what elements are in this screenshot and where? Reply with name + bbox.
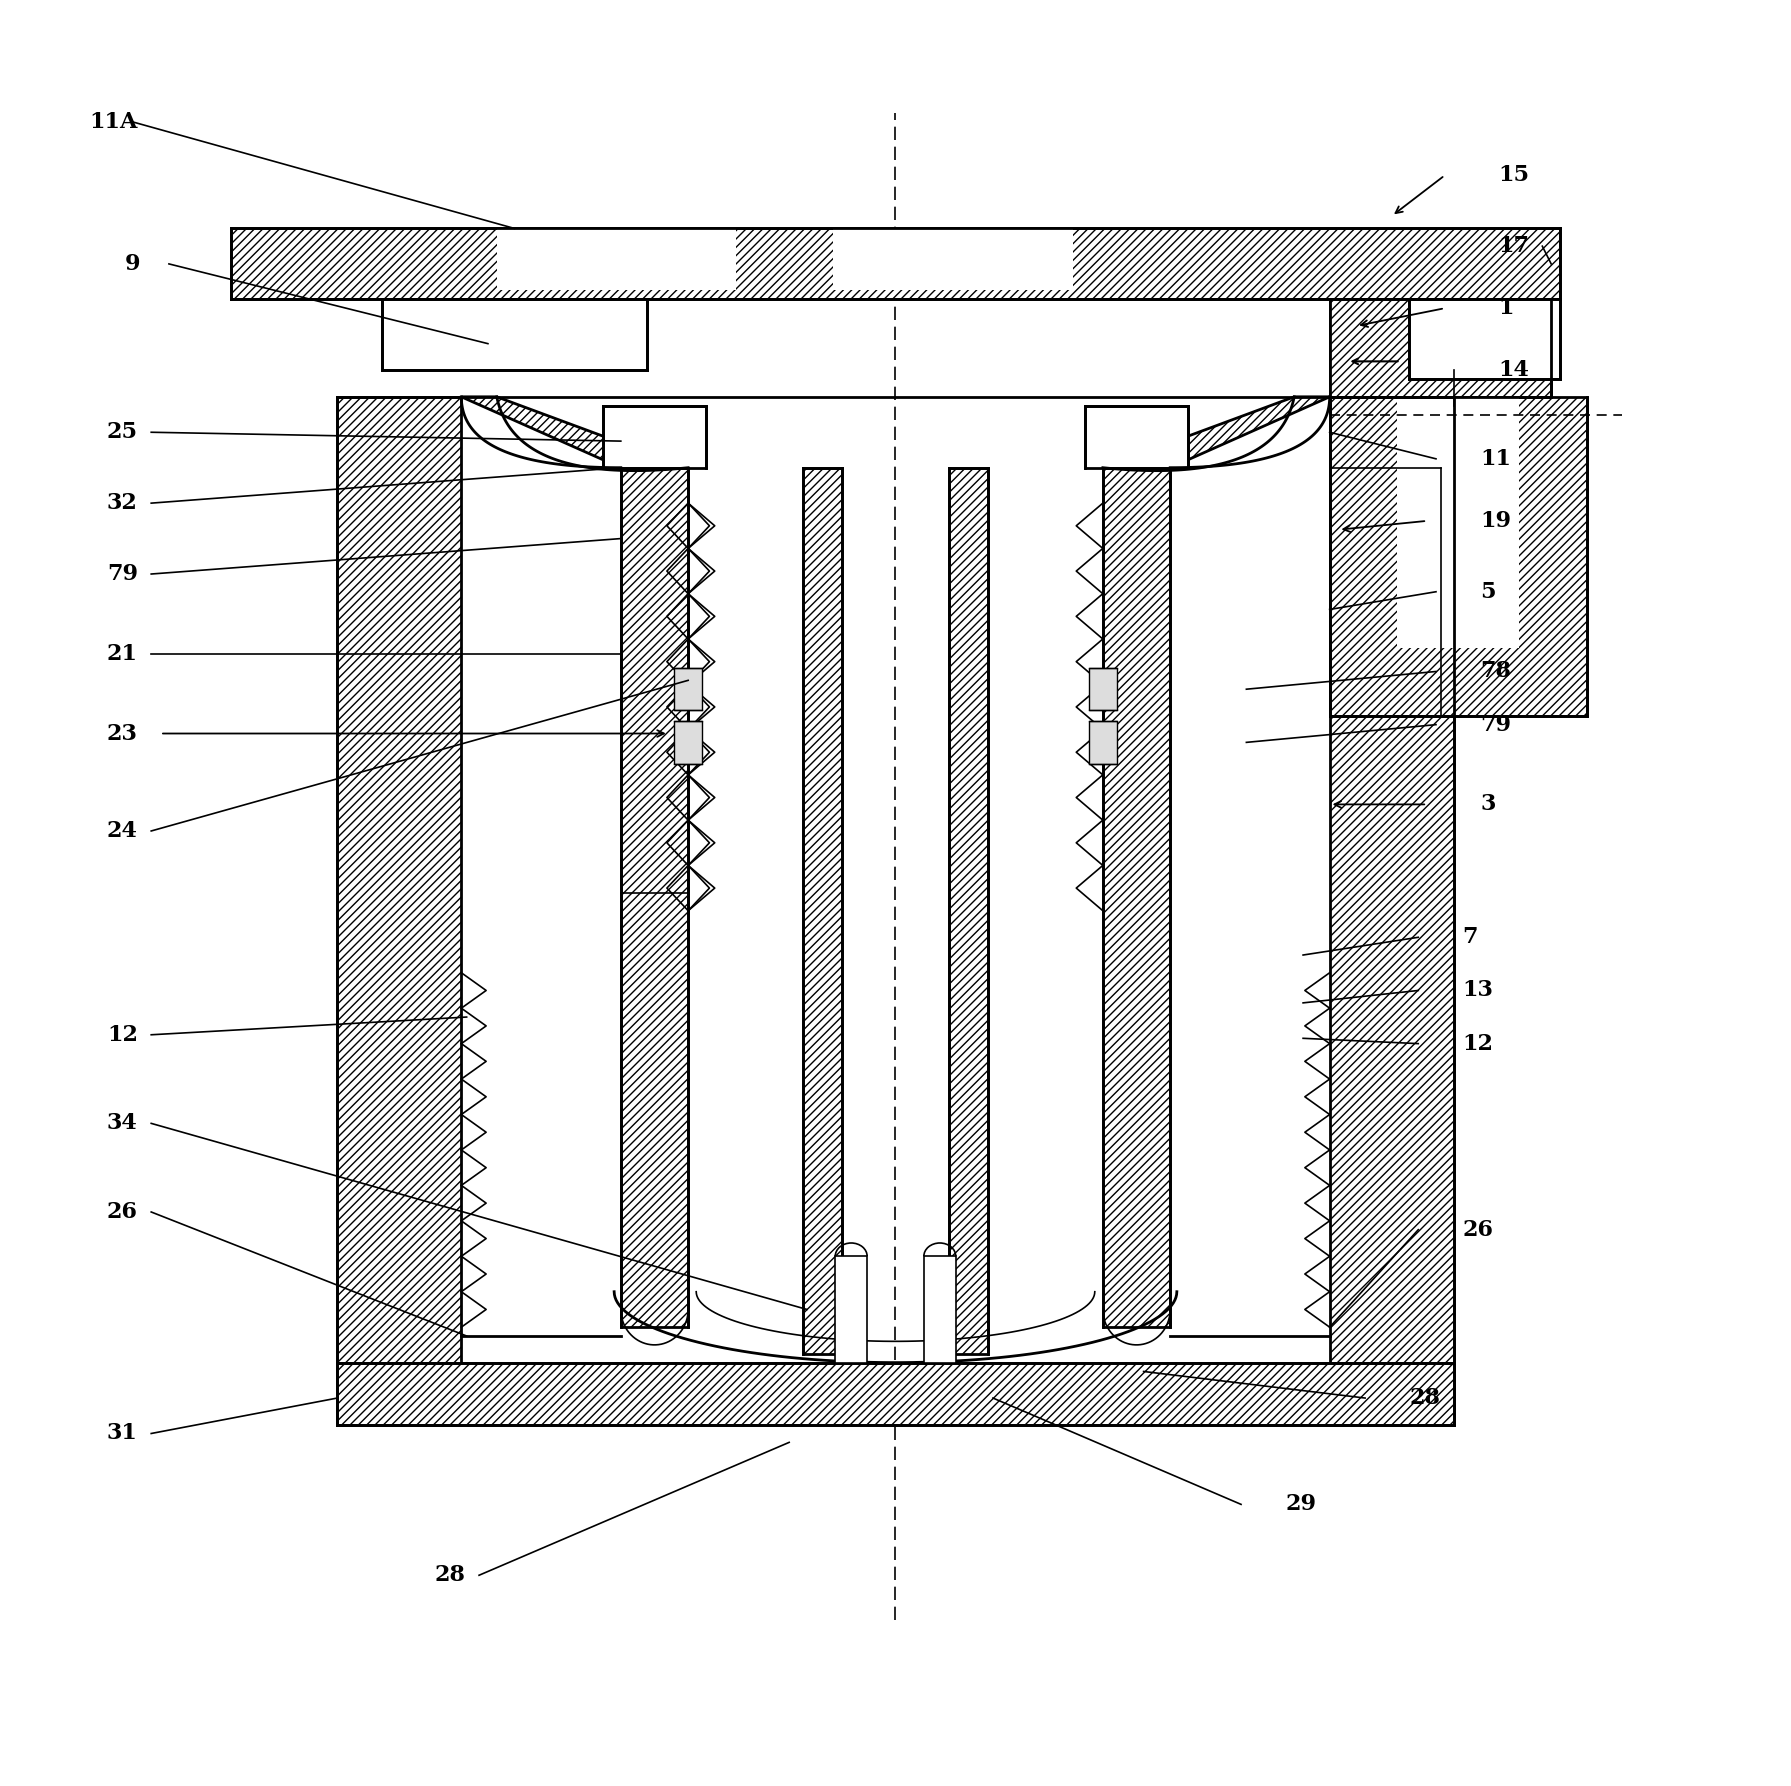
Bar — [337, 1363, 1454, 1425]
Text: 29: 29 — [1286, 1493, 1316, 1515]
Bar — [804, 468, 842, 1354]
Text: 21: 21 — [107, 643, 138, 664]
Bar — [604, 405, 706, 468]
Text: 1: 1 — [1497, 296, 1513, 320]
Text: 13: 13 — [1463, 979, 1494, 1002]
Text: 19: 19 — [1481, 509, 1512, 532]
Text: 24: 24 — [107, 820, 138, 841]
Polygon shape — [1103, 396, 1329, 468]
Bar — [1329, 300, 1551, 396]
Text: 12: 12 — [107, 1023, 138, 1047]
Bar — [231, 229, 1560, 300]
Bar — [673, 668, 702, 711]
Bar — [621, 468, 688, 1327]
Text: 78: 78 — [1481, 661, 1512, 682]
Text: 15: 15 — [1497, 164, 1530, 186]
Text: 25: 25 — [107, 421, 138, 443]
Bar — [833, 229, 1073, 291]
Text: 28: 28 — [1410, 1388, 1440, 1409]
Bar — [1329, 396, 1454, 1425]
Bar — [1410, 300, 1560, 379]
Text: 17: 17 — [1497, 236, 1530, 257]
Text: 9: 9 — [125, 254, 140, 275]
Text: 26: 26 — [107, 1200, 138, 1223]
Bar — [673, 722, 702, 764]
Text: 3: 3 — [1481, 793, 1495, 816]
Text: 32: 32 — [107, 493, 138, 514]
Text: 34: 34 — [107, 1113, 138, 1134]
Bar — [1085, 405, 1187, 468]
Bar — [337, 396, 462, 1425]
Text: 12: 12 — [1463, 1032, 1494, 1054]
Text: 11A: 11A — [90, 111, 138, 134]
Bar — [1089, 668, 1118, 711]
Text: 5: 5 — [1481, 580, 1495, 602]
Bar — [381, 300, 647, 370]
Text: 7: 7 — [1463, 927, 1478, 948]
Text: 14: 14 — [1497, 359, 1530, 380]
Text: 79: 79 — [1481, 714, 1512, 736]
Text: 23: 23 — [107, 723, 138, 745]
Bar — [924, 1256, 956, 1363]
Text: 28: 28 — [435, 1565, 466, 1586]
Bar — [1329, 396, 1587, 716]
Bar — [835, 1256, 867, 1363]
Polygon shape — [462, 396, 688, 468]
Bar — [496, 229, 736, 291]
Text: 31: 31 — [107, 1422, 138, 1445]
Text: 26: 26 — [1463, 1218, 1494, 1241]
Text: 79: 79 — [107, 563, 138, 586]
Bar — [1397, 396, 1519, 648]
Bar — [949, 468, 987, 1354]
Bar — [1329, 300, 1551, 396]
Text: 11: 11 — [1481, 448, 1512, 470]
Bar — [1103, 468, 1170, 1327]
Bar — [1410, 300, 1560, 379]
Bar — [1089, 722, 1118, 764]
